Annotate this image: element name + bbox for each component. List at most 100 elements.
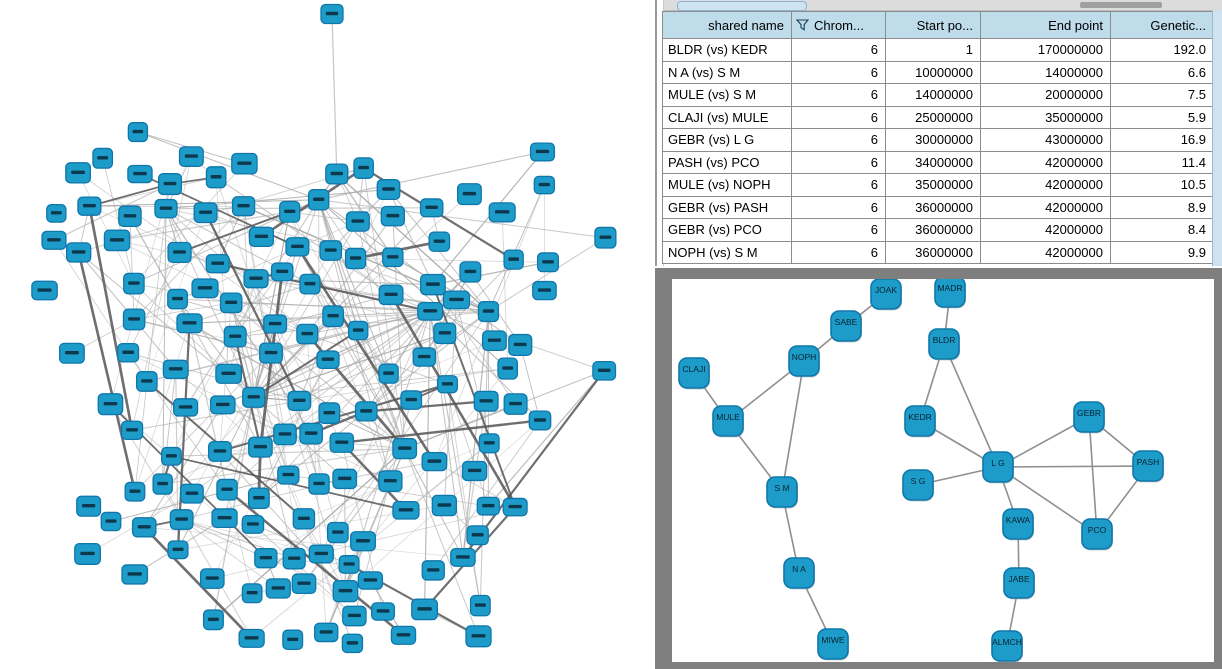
overview-node[interactable] [247, 487, 270, 510]
table-cell[interactable]: 42000000 [980, 195, 1111, 219]
table-cell[interactable]: 6 [791, 38, 886, 62]
overview-node[interactable] [202, 609, 224, 631]
overview-node[interactable] [344, 247, 367, 270]
hscrollbar-thumb[interactable] [677, 1, 807, 11]
overview-node[interactable] [92, 147, 114, 169]
table-row[interactable]: CLAJI (vs) MULE 6 25000000 35000000 5.9 [662, 105, 1214, 129]
overview-node[interactable] [392, 438, 418, 460]
overview-node[interactable] [497, 357, 519, 380]
table-cell[interactable]: 34000000 [885, 150, 981, 174]
overview-node[interactable] [285, 237, 310, 257]
overview-node[interactable] [461, 460, 488, 482]
overview-node[interactable] [46, 203, 67, 223]
table-cell[interactable]: 42000000 [980, 173, 1111, 197]
overview-node[interactable] [456, 183, 482, 206]
table-cell[interactable]: 30000000 [885, 128, 981, 152]
overview-node[interactable] [121, 564, 149, 585]
overview-node[interactable] [100, 511, 122, 532]
overview-node[interactable] [320, 3, 344, 25]
overview-node[interactable] [241, 583, 263, 604]
overview-node[interactable] [469, 594, 491, 617]
overview-node[interactable] [329, 432, 355, 453]
overview-node[interactable] [157, 173, 183, 196]
overview-node[interactable] [338, 555, 360, 574]
overview-node[interactable] [378, 470, 403, 493]
table-cell[interactable]: CLAJI (vs) MULE [662, 105, 792, 129]
overview-node[interactable] [162, 359, 189, 380]
table-cell[interactable]: 36000000 [885, 240, 981, 264]
overview-node[interactable] [231, 196, 256, 217]
overview-node[interactable] [131, 517, 157, 538]
overview-node[interactable] [161, 446, 182, 466]
detail-edge-l-g-pco[interactable] [997, 466, 1098, 535]
overview-node[interactable] [199, 568, 225, 589]
detail-node-gebr[interactable]: GEBR [1073, 401, 1105, 434]
table-cell[interactable]: 25000000 [885, 105, 981, 129]
table-cell[interactable]: 11.4 [1110, 150, 1214, 174]
overview-node[interactable] [207, 440, 232, 462]
overview-node[interactable] [400, 390, 423, 410]
overview-node[interactable] [243, 269, 269, 289]
overview-node[interactable] [277, 465, 300, 485]
overview-node[interactable] [326, 521, 349, 544]
table-row[interactable]: NOPH (vs) S M 6 36000000 42000000 9.9 [662, 240, 1214, 264]
overview-node[interactable] [291, 573, 317, 595]
hscrollbar-secondary-thumb[interactable] [1080, 2, 1162, 8]
table-cell[interactable]: 1 [885, 38, 981, 62]
overview-node[interactable] [345, 211, 370, 232]
overview-node[interactable] [459, 261, 482, 283]
column-header-start-po[interactable]: Start po... [885, 11, 981, 39]
overview-node[interactable] [342, 605, 367, 627]
overview-node[interactable] [433, 322, 457, 345]
overview-node[interactable] [242, 386, 266, 408]
overview-node[interactable] [127, 164, 153, 184]
detail-edge-bldr-l-g[interactable] [943, 343, 999, 468]
overview-node[interactable] [431, 494, 458, 517]
table-row[interactable]: BLDR (vs) KEDR 6 1 170000000 192.0 [662, 38, 1214, 62]
overview-node[interactable] [419, 198, 444, 218]
table-cell[interactable]: GEBR (vs) L G [662, 128, 792, 152]
table-cell[interactable]: 10000000 [885, 60, 981, 84]
overview-node[interactable] [378, 363, 399, 384]
overview-node[interactable] [299, 422, 323, 445]
detail-node-bldr[interactable]: BLDR [928, 328, 960, 361]
overview-network-canvas[interactable] [0, 0, 655, 669]
table-cell[interactable]: 5.9 [1110, 105, 1214, 129]
table-cell[interactable]: 9.9 [1110, 240, 1214, 264]
table-cell[interactable]: MULE (vs) S M [662, 83, 792, 107]
overview-node[interactable] [533, 175, 556, 195]
table-cell[interactable]: MULE (vs) NOPH [662, 173, 792, 197]
detail-edge-gebr-pco[interactable] [1088, 416, 1098, 535]
table-horizontal-scrollbar[interactable] [661, 0, 1222, 11]
detail-node-joak[interactable]: JOAK [870, 279, 902, 311]
overview-node[interactable] [248, 436, 273, 458]
overview-node[interactable] [103, 229, 131, 252]
overview-node[interactable] [390, 625, 417, 645]
overview-node[interactable] [325, 163, 349, 185]
overview-node[interactable] [371, 602, 396, 621]
overview-node[interactable] [65, 162, 91, 184]
overview-node[interactable] [314, 622, 339, 643]
overview-node[interactable] [442, 290, 471, 310]
detail-node-s-m[interactable]: S M [766, 476, 798, 509]
overview-node[interactable] [488, 202, 516, 223]
overview-node[interactable] [248, 226, 274, 248]
overview-node[interactable] [135, 371, 158, 392]
overview-node[interactable] [215, 363, 242, 384]
column-header-genetic[interactable]: Genetic... [1110, 11, 1214, 39]
table-cell[interactable]: 6 [791, 150, 886, 174]
overview-node[interactable] [167, 540, 189, 560]
overview-node[interactable] [127, 122, 149, 143]
overview-node[interactable] [238, 628, 265, 648]
table-cell[interactable]: 6 [791, 173, 886, 197]
table-cell[interactable]: 170000000 [980, 38, 1111, 62]
overview-node[interactable] [254, 547, 278, 569]
overview-node[interactable] [529, 142, 556, 162]
overview-node[interactable] [503, 249, 524, 270]
overview-node[interactable] [465, 625, 492, 648]
table-cell[interactable]: 8.4 [1110, 218, 1214, 242]
overview-node[interactable] [241, 514, 265, 534]
overview-node[interactable] [287, 390, 312, 411]
table-cell[interactable]: 43000000 [980, 128, 1111, 152]
overview-node[interactable] [270, 262, 294, 282]
